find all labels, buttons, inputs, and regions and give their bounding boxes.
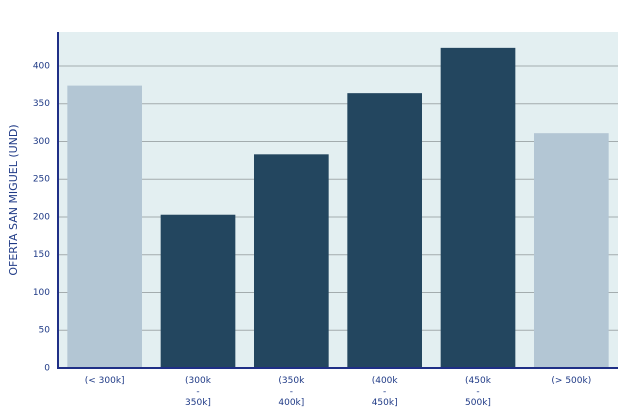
x-tick-label: (400k -450k] [372, 376, 399, 408]
x-tick-label-line: (> 500k) [551, 376, 591, 386]
x-tick-label-line: - [383, 387, 386, 397]
x-tick-label-line: 500k] [465, 398, 491, 408]
x-tick-label-line: - [290, 387, 293, 397]
bar [440, 47, 516, 369]
bar [534, 133, 609, 368]
x-tick-label-line: 450k] [372, 398, 398, 408]
x-tick-label-line: (300k [185, 376, 212, 386]
x-tick-label-line: (350k [278, 376, 305, 386]
y-tick-label: 50 [39, 326, 51, 336]
x-tick-label: (> 500k) [551, 376, 591, 386]
x-tick-label: (350k -400k] [278, 376, 305, 408]
bar [347, 93, 422, 369]
x-tick-label-line: 350k] [185, 398, 211, 408]
x-tick-label: (< 300k] [85, 376, 125, 386]
x-tick-label: (300k -350k] [185, 376, 212, 408]
x-tick-label-line: (< 300k] [85, 376, 125, 386]
x-tick-label-line: (400k [372, 376, 399, 386]
y-tick-label: 100 [33, 288, 50, 298]
y-tick-label: 300 [33, 137, 50, 147]
bar [160, 214, 236, 368]
x-tick-label-line: - [196, 387, 199, 397]
y-axis-label: OFERTA SAN MIGUEL (UND) [7, 124, 20, 275]
y-tick-label: 350 [33, 99, 50, 109]
plot-area [58, 32, 618, 368]
x-tick-label: (450k -500k] [465, 376, 492, 408]
y-tick-label: 150 [33, 250, 50, 260]
x-tick-label-line: - [476, 387, 479, 397]
y-tick-label: 250 [33, 175, 50, 185]
x-tick-label-line: (450k [465, 376, 492, 386]
bar [67, 85, 142, 369]
bar [254, 154, 329, 368]
y-tick-label: 0 [44, 364, 50, 374]
y-tick-label: 400 [33, 61, 50, 71]
x-tick-label-line: 400k] [278, 398, 304, 408]
y-tick-label: 200 [33, 212, 50, 222]
